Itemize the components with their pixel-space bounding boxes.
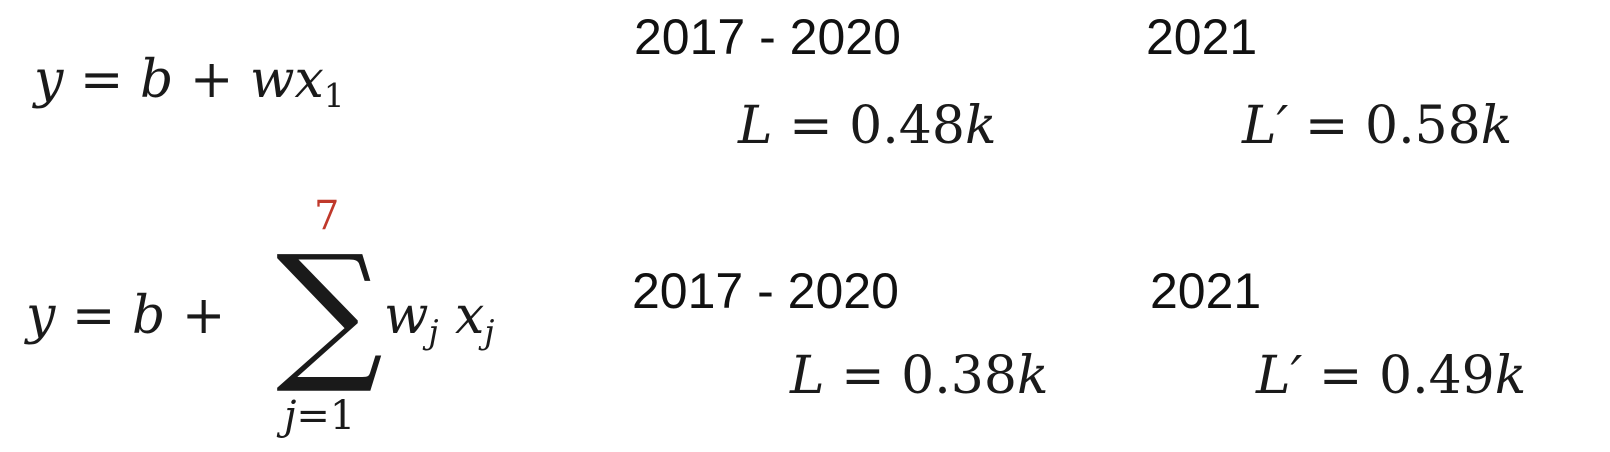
summation-lower-limit: j=1 xyxy=(284,396,355,436)
model2-equals: = xyxy=(71,286,116,346)
model2-y: y xyxy=(26,286,56,346)
model1-b: b xyxy=(140,50,174,110)
model1-formula: y = b + wx1 xyxy=(34,54,344,112)
model2-train-value: 0.38 xyxy=(901,346,1017,406)
summation-lower-limit-start: =1 xyxy=(296,393,356,439)
model1-equals: = xyxy=(79,50,124,110)
model2-w: w xyxy=(384,286,429,346)
summation-sigma-icon: ∑ xyxy=(276,224,384,398)
model1-x-subscript: 1 xyxy=(323,77,345,116)
model2-test-equals: = xyxy=(1318,346,1363,406)
model2-x-subscript: j xyxy=(484,313,495,352)
model2-w-subscript: j xyxy=(428,313,439,352)
model1-train-period-label: 2017 - 2020 xyxy=(634,9,901,65)
model1-train-value: 0.48 xyxy=(849,96,965,156)
model1-w: w xyxy=(249,50,295,110)
model1-test-loss: L′ = 0.58k xyxy=(1242,100,1512,152)
model2-train-L: L xyxy=(790,346,825,406)
model1-test-L: L′ xyxy=(1242,96,1289,156)
model1-test-value: 0.58 xyxy=(1364,96,1481,156)
model1-x: x xyxy=(294,50,324,110)
model1-test-equals: = xyxy=(1304,96,1349,156)
model1-test-k: k xyxy=(1480,96,1513,156)
model2-test-loss: L′ = 0.49k xyxy=(1256,350,1526,402)
model2-summand: wj xj xyxy=(384,290,494,348)
model2-test-value: 0.49 xyxy=(1378,346,1495,406)
model2-test-period-label: 2021 xyxy=(1150,263,1262,319)
model1-train-loss: L = 0.48k xyxy=(738,100,996,152)
model2-train-period-label: 2017 - 2020 xyxy=(632,263,899,319)
model2-test-k: k xyxy=(1494,346,1527,406)
model1-train-k: k xyxy=(964,96,997,156)
model1-train-L: L xyxy=(738,96,773,156)
model2-train-loss: L = 0.38k xyxy=(790,350,1048,402)
model2-train-equals: = xyxy=(841,346,885,406)
model2-b: b xyxy=(132,286,166,346)
model2-test-L: L′ xyxy=(1256,346,1303,406)
model1-test-period-label: 2021 xyxy=(1146,9,1258,65)
model2-plus: + xyxy=(181,286,226,346)
model2-train-k: k xyxy=(1016,346,1049,406)
model2-x: x xyxy=(455,286,485,346)
model2-formula-lhs: y = b + xyxy=(26,290,225,342)
model1-train-equals: = xyxy=(789,96,833,156)
model1-y: y xyxy=(34,50,64,110)
summation-upper-limit: 7 xyxy=(314,193,340,239)
summation-lower-limit-index: j xyxy=(284,393,297,439)
model1-plus: + xyxy=(189,50,234,110)
